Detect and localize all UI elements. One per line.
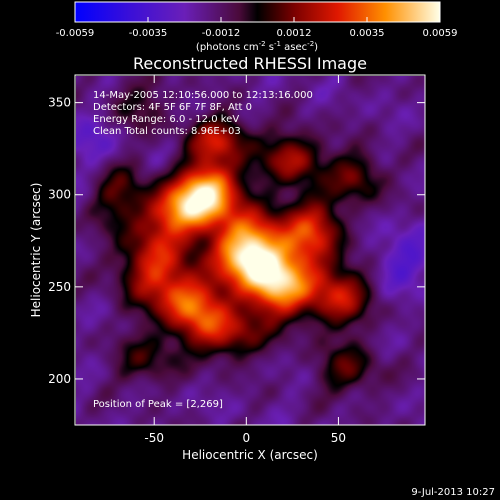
colorbar-tick-label: 0.0035 (350, 28, 385, 39)
colorbar-tick-labels: -0.0059 -0.0035 -0.0012 0.0012 0.0035 0.0059 (56, 28, 458, 39)
x-tick-label: 0 (242, 431, 250, 445)
y-tick-label: 350 (48, 96, 71, 110)
colorbar-ticks (74, 17, 441, 22)
colorbar (74, 1, 441, 23)
colorbar-tick-label: -0.0059 (56, 28, 95, 39)
info-line: Detectors: 4F 5F 6F 7F 8F, Att 0 (93, 102, 252, 113)
y-tick-label: 200 (48, 372, 71, 386)
info-line: 14-May-2005 12:10:56.000 to 12:13:16.000 (93, 90, 313, 101)
info-line: Energy Range: 6.0 - 12.0 keV (93, 114, 239, 125)
footer-timestamp: 9-Jul-2013 10:27 (411, 487, 495, 498)
info-line: Clean Total counts: 8.96E+03 (93, 126, 241, 137)
x-tick-label: 50 (331, 431, 346, 445)
y-axis-label: Heliocentric Y (arcsec) (29, 183, 43, 318)
peak-position-label: Position of Peak = [2,269] (93, 399, 223, 410)
x-axis-ticks: -50 0 50 (144, 75, 346, 445)
plot-frame (74, 74, 426, 426)
plot-area (74, 74, 426, 426)
colorbar-units-label: (photons cm-2 s-1 asec-2) (196, 40, 318, 53)
heatmap-image (76, 76, 425, 425)
colorbar-tick-label: -0.0035 (129, 28, 168, 39)
y-tick-label: 250 (48, 280, 71, 294)
x-axis-label: Heliocentric X (arcsec) (182, 448, 318, 462)
colorbar-tick-label: 0.0012 (277, 28, 312, 39)
x-tick-label: -50 (144, 431, 164, 445)
observation-info: 14-May-2005 12:10:56.000 to 12:13:16.000… (93, 90, 313, 137)
colorbar-tick-label: 0.0059 (423, 28, 458, 39)
y-axis-ticks: 200 250 300 350 (48, 96, 425, 386)
chart-title: Reconstructed RHESSI Image (133, 54, 367, 73)
y-tick-label: 300 (48, 188, 71, 202)
colorbar-tick-label: -0.0012 (202, 28, 241, 39)
